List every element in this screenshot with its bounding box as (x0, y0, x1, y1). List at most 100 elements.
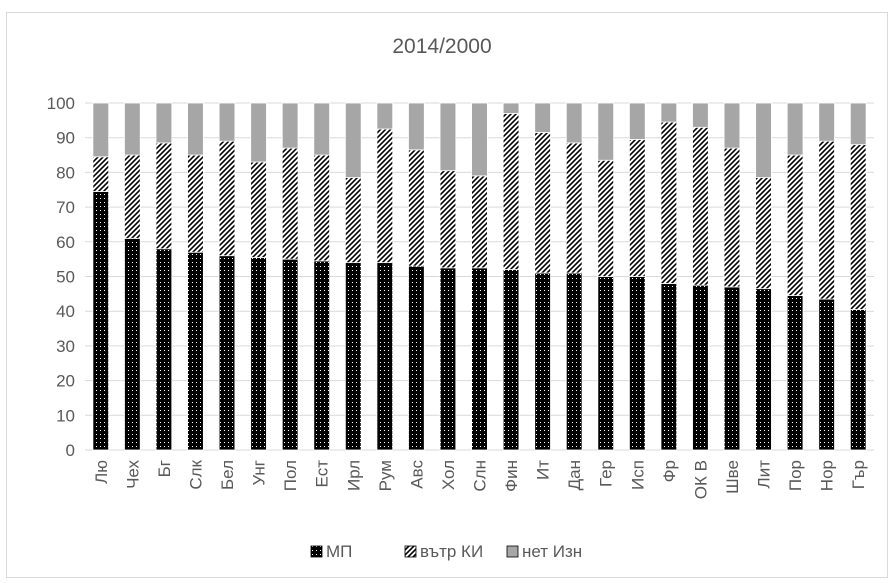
x-tick-label: Ирл (344, 460, 363, 491)
bar-segment (565, 102, 583, 144)
x-axis-ticks: Лю Чех Бг Слк Бел Унг Пол Ест Ирл Рум Авс Хол Слн Фин… (92, 459, 868, 499)
bars (92, 102, 867, 451)
bar-segment (629, 139, 646, 277)
x-tick-label: Ит (534, 460, 553, 480)
legend: МП вътр КИ нет Изн (310, 542, 582, 561)
x-tick-label: Исп (628, 460, 647, 490)
x-tick-label: Лю (92, 460, 111, 484)
y-tick-label: 10 (56, 406, 75, 425)
y-tick-label: 90 (56, 129, 75, 148)
bar-segment (408, 265, 425, 451)
y-tick-label: 60 (56, 233, 75, 252)
bar-segment (660, 283, 678, 451)
bar-segment (755, 288, 772, 451)
bar-segment (408, 102, 425, 151)
x-tick-label: Бел (218, 460, 237, 490)
y-tick-label: 100 (47, 94, 75, 113)
legend-swatch (310, 545, 323, 558)
bar-segment (755, 177, 772, 290)
legend-swatch (506, 545, 519, 558)
y-tick-label: 40 (56, 302, 75, 321)
bar-segment (471, 175, 488, 269)
bar-segment (313, 260, 330, 451)
bar-segment (218, 102, 236, 142)
bar-segment (187, 251, 204, 451)
bar-segment (187, 154, 204, 253)
bar-segment (155, 102, 173, 144)
x-tick-label: Нор (818, 460, 837, 491)
bar-segment (313, 102, 330, 156)
chart-title: 2014/2000 (392, 35, 491, 58)
bar-segment (313, 154, 330, 262)
x-tick-label: Бг (155, 460, 174, 477)
bar-segment (124, 237, 141, 451)
bar-segment (376, 102, 394, 130)
y-tick-label: 20 (56, 372, 75, 391)
bar-segment (502, 113, 520, 270)
bar-segment (92, 191, 110, 451)
bar-segment (723, 147, 741, 288)
bar-segment (439, 267, 457, 451)
y-tick-label: 70 (56, 198, 75, 217)
x-tick-label: Слк (186, 459, 205, 489)
bar-segment (281, 102, 299, 149)
bar-segment (124, 154, 141, 239)
bar-segment (818, 102, 835, 142)
bar-segment (92, 102, 110, 158)
bar-segment (849, 309, 867, 451)
y-tick-label: 50 (56, 268, 75, 287)
bar-segment (534, 272, 551, 451)
bar-segment (660, 102, 678, 123)
bar-segment (439, 102, 457, 172)
x-tick-label: Унг (250, 460, 269, 486)
x-tick-label: Авс (407, 460, 426, 489)
bar-segment (376, 262, 394, 451)
legend-label: вътр КИ (420, 542, 483, 561)
bar-segment (92, 156, 110, 192)
stacked-bar-chart: 2014/2000 0 10 20 30 40 50 60 70 80 90 100 Лю Чех Бг… (47, 35, 874, 561)
bar-segment (597, 159, 615, 277)
bar-segment (187, 102, 204, 156)
legend-label: нет Изн (522, 542, 582, 561)
x-tick-label: Пол (281, 460, 300, 491)
x-tick-label: Дан (565, 460, 584, 490)
bar-segment (376, 128, 394, 264)
bar-segment (692, 126, 709, 286)
bar-segment (755, 102, 772, 179)
bar-segment (502, 102, 520, 114)
bar-segment (471, 267, 488, 451)
x-tick-label: Слн (471, 460, 490, 492)
bar-segment (439, 170, 457, 269)
y-tick-label: 0 (66, 441, 75, 460)
bar-segment (786, 295, 804, 451)
bar-segment (218, 255, 236, 451)
bar-segment (723, 102, 741, 149)
bar-segment (408, 149, 425, 267)
x-tick-label: Фин (502, 460, 521, 492)
bar-segment (692, 102, 709, 128)
bar-segment (534, 102, 551, 133)
x-tick-label: Гер (597, 460, 616, 487)
bar-segment (344, 102, 362, 179)
bar-segment (250, 102, 267, 163)
bar-segment (818, 298, 835, 451)
x-tick-label: ОК В (691, 460, 710, 499)
bar-segment (281, 258, 299, 451)
x-tick-label: Хол (439, 460, 458, 490)
bar-segment (818, 140, 835, 300)
y-tick-label: 80 (56, 163, 75, 182)
bar-segment (660, 121, 678, 284)
bar-segment (124, 102, 141, 156)
x-tick-label: Ест (313, 460, 332, 488)
x-tick-label: Фр (660, 460, 679, 482)
legend-label: МП (326, 542, 352, 561)
bar-segment (723, 286, 741, 451)
bar-segment (471, 102, 488, 177)
bar-segment (849, 102, 867, 146)
y-axis-ticks: 0 10 20 30 40 50 60 70 80 90 100 (47, 94, 75, 460)
bar-segment (597, 276, 615, 451)
bar-segment (629, 276, 646, 451)
y-tick-label: 30 (56, 337, 75, 356)
bar-segment (565, 272, 583, 451)
x-tick-label: Чех (123, 460, 142, 489)
